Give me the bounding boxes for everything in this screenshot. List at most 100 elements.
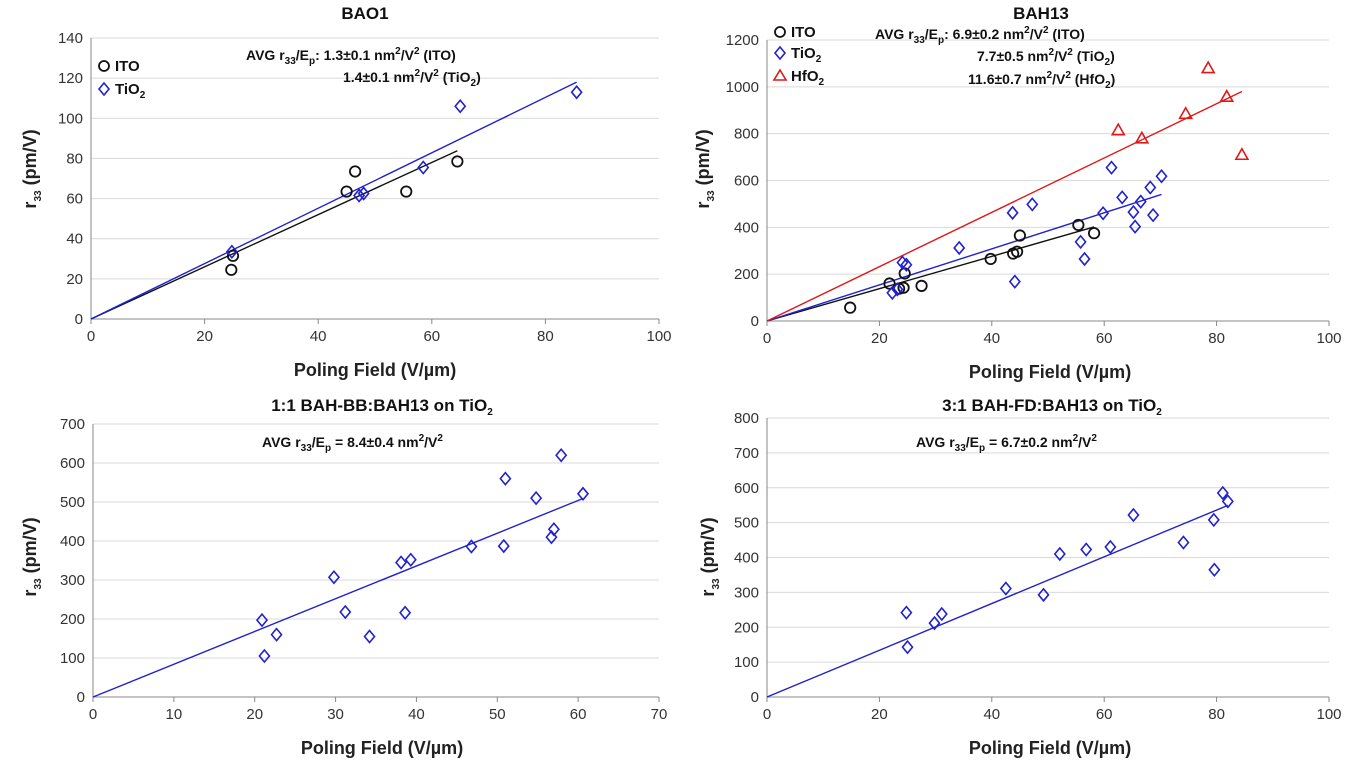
y-tick-label: 1000	[726, 79, 759, 96]
x-tick-label: 10	[166, 706, 183, 723]
x-tick-label: 80	[1208, 330, 1225, 347]
data-point-ito	[349, 165, 362, 178]
data-point-tio2	[1216, 485, 1229, 501]
y-tick-label: 600	[734, 173, 759, 190]
data-point-hfo2	[1200, 60, 1216, 74]
data-point-tio2	[576, 486, 590, 502]
fit-lines	[766, 504, 1229, 698]
fit-line-hfo2	[766, 90, 1243, 322]
annotation: AVG r33/Ep: 6.9±0.2 nm2/V2 (ITO) 7.7±0.5…	[875, 25, 1115, 91]
data-point-tio2	[417, 160, 430, 175]
x-tick-label: 60	[1096, 706, 1113, 723]
data-point-tio2	[1134, 194, 1147, 209]
data-point-tio2	[928, 615, 941, 631]
fit-line-ito	[766, 226, 1095, 322]
y-tick-label: 140	[58, 30, 83, 47]
data-point-ito	[225, 263, 238, 276]
data-point-ito	[844, 301, 857, 314]
y-tick-label: 120	[58, 70, 83, 87]
fit-line-tio2	[92, 497, 584, 698]
data-point-tio2	[1177, 535, 1190, 550]
x-tick-label: 60	[570, 706, 587, 723]
data-point-tio2	[1208, 562, 1221, 577]
legend-marker-ito	[774, 26, 786, 38]
data-point-tio2	[1074, 234, 1087, 250]
y-tick-label: 700	[60, 416, 85, 433]
annotation-line-1: AVG r33/Ep: 1.3±0.1 nm2/V2 (ITO)	[246, 46, 456, 67]
data-point-hfo2	[1110, 122, 1126, 136]
data-point-tio2	[1104, 539, 1117, 555]
y-tick-label: 300	[60, 572, 85, 589]
annotation-line-2: 7.7±0.5 nm2/V2 (TiO2)	[977, 47, 1115, 68]
data-point-ito	[1013, 229, 1027, 242]
data-point-ito	[400, 185, 413, 198]
legend-marker-tio2	[773, 45, 787, 61]
legend-label-tio2: TiO2	[115, 81, 146, 101]
data-point-tio2	[454, 98, 467, 114]
data-point-tio2	[353, 188, 366, 203]
fit-line-ito	[90, 150, 458, 320]
y-tick-label: 800	[734, 126, 759, 143]
fit-line-tio2	[90, 81, 577, 320]
data-point-ito	[340, 185, 353, 198]
x-tick-label: 40	[310, 328, 327, 345]
y-tick-label: 0	[751, 689, 759, 706]
data-point-tio2	[999, 581, 1012, 596]
x-tick-label: 80	[537, 328, 554, 345]
x-tick-label: 100	[646, 328, 671, 345]
y-tick-label: 0	[751, 313, 759, 330]
data-point-tio2	[1080, 542, 1093, 557]
chart-title: 1:1 BAH-BB:BAH13 on TiO2	[271, 396, 493, 418]
data-point-tio2	[1116, 190, 1129, 205]
data-point-tio2	[1127, 507, 1140, 523]
chart-bah-bb: 0 100 200 300 400 500 600 700 0 10 20 30 40 50 60 70 1:…	[20, 396, 667, 758]
data-point-ito	[984, 252, 997, 266]
x-tick-label: 50	[489, 706, 506, 723]
x-tick-label: 20	[871, 706, 888, 723]
data-point-hfo2	[1134, 130, 1150, 144]
chart-title: BAH13	[1013, 4, 1069, 23]
x-axis-label: Poling Field (V/µm)	[294, 360, 456, 380]
legend-marker-tio2	[97, 81, 111, 97]
x-tick-label: 100	[1316, 330, 1341, 347]
y-tick-label: 200	[734, 619, 759, 636]
data-point-ito	[1072, 218, 1085, 232]
x-tick-label: 30	[327, 706, 344, 723]
y-tick-label: 1200	[726, 32, 759, 49]
data-point-tio2	[1221, 494, 1234, 509]
data-point-tio2	[1026, 197, 1039, 212]
grid-lines	[92, 423, 660, 702]
data-point-tio2	[1129, 219, 1142, 234]
data-point-tio2	[900, 257, 913, 273]
annotation-line-1: AVG r33/Ep: 6.9±0.2 nm2/V2 (ITO)	[875, 25, 1085, 46]
data-point-tio2	[886, 285, 899, 301]
tick-labels: 0 100 200 300 400 500 600 700 0 10 20 30 40 50 60 70	[60, 416, 667, 723]
data-point-tio2	[255, 612, 269, 628]
data-point-tio2	[1127, 204, 1140, 220]
y-tick-label: 400	[60, 533, 85, 550]
legend: ITO TiO2	[97, 58, 146, 101]
x-tick-label: 0	[763, 706, 771, 723]
x-tick-label: 60	[423, 328, 440, 345]
x-tick-label: 20	[246, 706, 263, 723]
tick-labels: 0 200 400 600 800 1000 1200 0 20 40 60 80 100	[726, 32, 1342, 347]
data-point-tio2	[547, 522, 560, 537]
data-point-tio2	[1078, 251, 1091, 267]
data-point-tio2	[1147, 207, 1160, 223]
data-point-tio2	[900, 605, 913, 620]
chart-title: BAO1	[341, 4, 388, 23]
tick-labels: 0 100 200 300 400 500 600 700 800 0 20 40 60 80 100	[734, 410, 1342, 723]
data-point-tio2	[363, 629, 376, 644]
data-point-tio2	[1155, 169, 1168, 184]
fit-lines	[92, 497, 584, 698]
data-point-ito	[226, 249, 240, 262]
x-tick-label: 70	[651, 706, 668, 723]
data-point-tio2	[953, 240, 966, 256]
data-point-tio2	[1037, 587, 1050, 603]
x-tick-label: 40	[983, 330, 1000, 347]
data-point-ito	[915, 279, 928, 292]
data-point-hfo2	[1234, 147, 1250, 161]
legend-label-ito: ITO	[791, 24, 816, 41]
x-tick-label: 0	[87, 328, 95, 345]
